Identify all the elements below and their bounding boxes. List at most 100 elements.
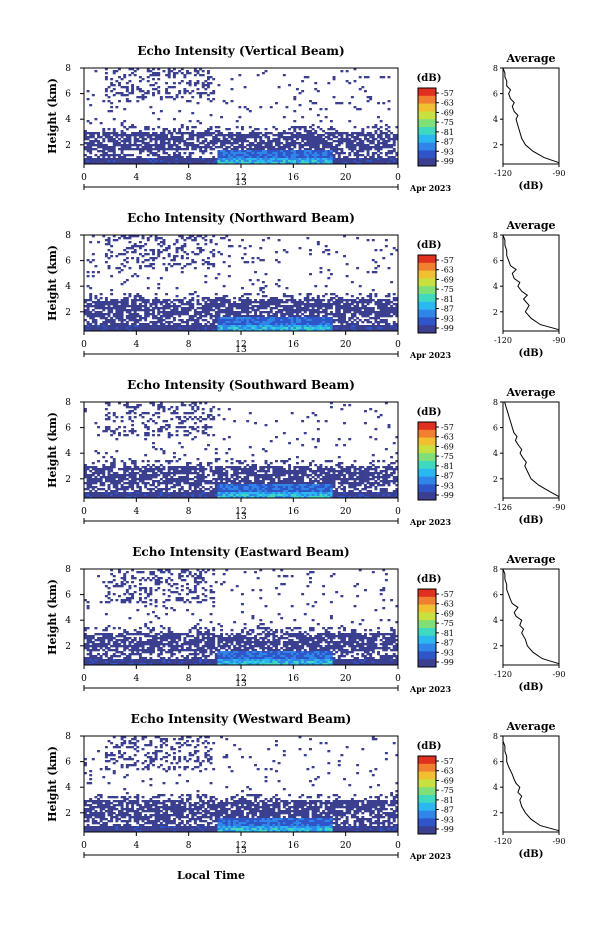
heatmap-cell <box>353 68 357 71</box>
heatmap-cell <box>188 134 192 137</box>
heatmap-cell <box>84 327 87 330</box>
heatmap-cell <box>238 74 242 77</box>
heatmap-cell <box>107 128 111 131</box>
heatmap-cell <box>371 323 375 326</box>
heatmap-cell <box>261 150 265 153</box>
heatmap-cell <box>110 456 114 459</box>
heatmap-cell <box>251 301 255 304</box>
heatmap-cell <box>233 158 237 161</box>
heatmap-cell <box>199 402 203 405</box>
heatmap-cell <box>280 142 284 145</box>
heatmap-cell <box>277 261 281 264</box>
heatmap-cell <box>214 325 218 328</box>
heatmap-cell <box>149 158 153 161</box>
heatmap-cell <box>371 259 375 262</box>
heatmap-cell <box>272 138 276 141</box>
heatmap-cell <box>298 148 302 151</box>
heatmap-cell <box>241 307 244 310</box>
heatmap-cell <box>186 468 189 471</box>
heatmap-cell <box>193 470 197 473</box>
heatmap-cell <box>118 313 121 316</box>
heatmap-cell <box>196 327 200 330</box>
heatmap-cell <box>314 138 318 141</box>
heatmap-cell <box>261 259 265 262</box>
heatmap-cell <box>112 160 116 163</box>
heatmap-cell <box>159 448 163 451</box>
heatmap-cell <box>295 132 299 135</box>
heatmap-cell <box>128 140 132 143</box>
heatmap-cell <box>133 249 137 252</box>
heatmap-cell <box>157 313 161 316</box>
heatmap-cell <box>144 144 148 147</box>
heatmap-cell <box>188 263 192 266</box>
heatmap-cell <box>128 80 132 83</box>
heatmap-cell <box>104 136 108 139</box>
heatmap-cell <box>225 307 229 310</box>
heatmap-cell <box>222 100 226 103</box>
heatmap-cell <box>324 144 328 147</box>
heatmap-cell <box>191 428 195 431</box>
heatmap-cell <box>267 317 271 320</box>
heatmap-cell <box>115 299 119 302</box>
heatmap-cell <box>84 472 87 475</box>
heatmap-cell <box>133 412 137 415</box>
heatmap-cell <box>261 323 265 326</box>
heatmap-cell <box>390 327 394 330</box>
heatmap-cell <box>136 245 140 248</box>
heatmap-cell <box>112 72 116 75</box>
heatmap-cell <box>254 146 257 149</box>
heatmap-cell <box>217 327 221 330</box>
heatmap-cell <box>125 482 129 485</box>
heatmap-cell <box>112 412 116 415</box>
heatmap-cell <box>259 307 263 310</box>
heatmap-cell <box>102 492 106 495</box>
heatmap-cell <box>110 106 114 109</box>
heatmap-cell <box>91 144 95 147</box>
heatmap-cell <box>301 156 305 159</box>
heatmap-cell <box>314 82 318 85</box>
heatmap-cell <box>356 301 360 304</box>
heatmap-cell <box>340 327 344 330</box>
heatmap-cell <box>243 247 247 250</box>
heatmap-cell <box>324 315 328 318</box>
heatmap-cell <box>172 317 176 320</box>
heatmap-cell <box>165 303 169 306</box>
heatmap-cell <box>220 116 223 119</box>
heatmap-cell <box>256 317 260 320</box>
heatmap-cell <box>107 321 111 324</box>
heatmap-cell <box>183 466 187 469</box>
heatmap-cell <box>204 307 208 310</box>
heatmap-cell <box>170 434 174 437</box>
heatmap-cell <box>102 321 106 324</box>
heatmap-cell <box>154 327 158 330</box>
profile-y-tick-label: 4 <box>493 282 498 291</box>
heatmap-cell <box>133 245 137 248</box>
heatmap-cell <box>99 297 103 300</box>
heatmap-cell <box>172 311 176 314</box>
heatmap-cell <box>327 154 331 157</box>
heatmap-cell <box>384 313 388 316</box>
heatmap-cell <box>141 301 145 304</box>
heatmap-cell <box>162 249 166 252</box>
heatmap-cell <box>128 247 132 250</box>
heatmap-cell <box>141 478 145 481</box>
heatmap-cell <box>154 142 158 145</box>
heatmap-cell <box>204 243 208 246</box>
heatmap-cell <box>128 305 132 308</box>
heatmap-cell <box>141 422 145 425</box>
heatmap-cell <box>227 329 231 332</box>
heatmap-cell <box>175 158 179 161</box>
heatmap-cell <box>154 144 158 147</box>
heatmap-cell <box>193 146 197 149</box>
heatmap-cell <box>91 253 95 256</box>
heatmap-cell <box>272 154 276 157</box>
heatmap-cell <box>361 313 365 316</box>
heatmap-cell <box>201 259 205 262</box>
x-tick-label: 0 <box>395 173 401 183</box>
heatmap-cell <box>110 289 114 292</box>
heatmap-cell <box>319 317 323 320</box>
heatmap-cell <box>288 154 292 157</box>
heatmap-cell <box>128 134 132 137</box>
heatmap-cell <box>196 140 200 143</box>
heatmap-cell <box>104 313 108 316</box>
